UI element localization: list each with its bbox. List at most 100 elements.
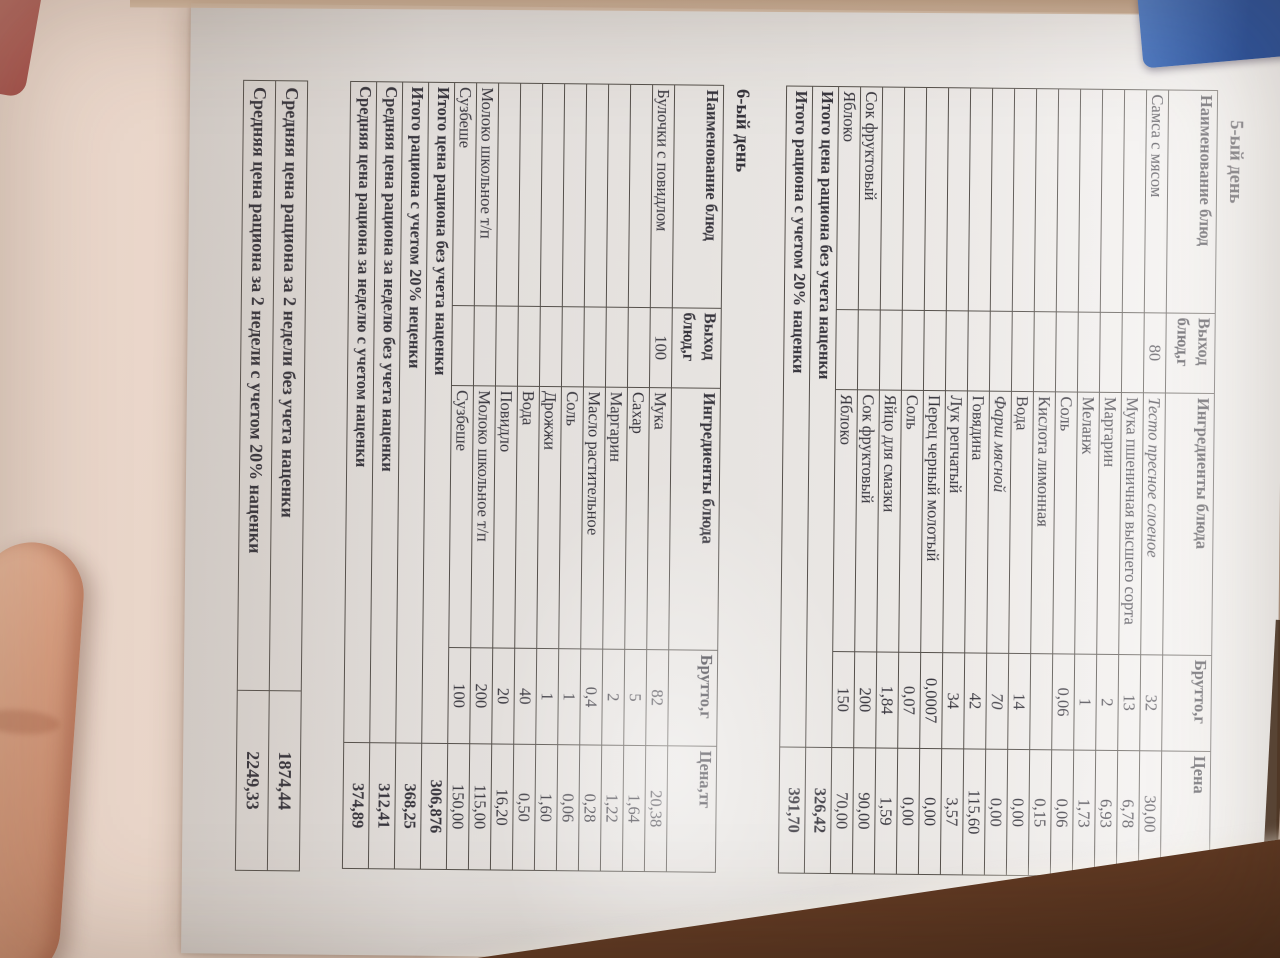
cell-ingredient: Вода: [514, 386, 540, 649]
cell-out: 80: [1143, 312, 1167, 393]
cell-price: 115,00: [468, 743, 492, 870]
cell-dish: Сузбеше: [452, 82, 477, 306]
cell-out: [901, 310, 925, 391]
cell-ingredient: Кислота лимонная: [1030, 391, 1056, 654]
cell-brutto: 13: [1117, 654, 1141, 751]
cell-out: [1077, 312, 1101, 393]
cell-out: [1011, 311, 1035, 392]
cell-dish: [946, 87, 971, 311]
cell-ingredient: Маргарин: [1096, 392, 1122, 655]
cell-out: [627, 307, 651, 388]
cell-brutto: 70: [985, 653, 1009, 750]
cell-price: 6,93: [1094, 750, 1118, 877]
cell-dish: Молоко школьное т/п: [474, 82, 499, 306]
cell-dish: [1034, 88, 1059, 312]
cell-out: 100: [649, 307, 673, 388]
cell-brutto: 100: [447, 647, 471, 744]
cell-brutto: 1: [535, 648, 559, 745]
cell-out: [473, 305, 497, 386]
cell-price: 115,60: [962, 748, 986, 876]
cell-out: [561, 306, 585, 387]
cell-out: [495, 305, 519, 387]
cell-price: 0,28: [578, 744, 602, 872]
cell-dish: [1078, 89, 1103, 313]
cell-dish: [990, 88, 1015, 312]
day6-title: 6-ый день: [731, 88, 753, 173]
total-value: 374,89: [342, 742, 370, 869]
total-value: 368,25: [394, 742, 422, 870]
cell-brutto: 150: [831, 651, 855, 748]
cell-dish: Сок фруктовый: [858, 86, 883, 311]
cell-price: 1,22: [600, 745, 624, 872]
cell-brutto: 32: [1139, 654, 1163, 751]
cell-out: [857, 309, 881, 391]
total-value: 326,42: [804, 747, 832, 874]
cell-price: 1,73: [1072, 750, 1096, 877]
cell-dish: [518, 83, 543, 307]
cell-dish: [606, 84, 631, 308]
cell-brutto: 0,06: [1051, 653, 1075, 751]
cell-label: Средняя цена рациона за 2 недели без уче…: [269, 80, 308, 691]
cell-dish: [880, 87, 905, 311]
cell-out: [835, 309, 859, 390]
cell-price: 0,06: [556, 744, 580, 871]
cell-brutto: 2: [1095, 654, 1119, 751]
cell-ingredient: Соль: [1052, 391, 1078, 655]
cell-price: 1,60: [534, 744, 558, 871]
day6-header-row: Наименование блюд Выход блюд,г Ингредиен…: [666, 84, 724, 873]
cell-price: 0,00: [896, 748, 920, 875]
cell-out: [989, 311, 1013, 392]
cell-ingredient: Дрожжи: [536, 386, 562, 649]
cell-price: 6,78: [1116, 750, 1140, 877]
cell-price: 20,38: [644, 745, 668, 872]
total-value: 391,70: [778, 746, 806, 874]
day5-header-row: Наименование блюд Выход блюд,г Ингредиен…: [1160, 90, 1218, 878]
cell-price: 16,20: [490, 743, 514, 871]
cell-out: [539, 306, 563, 387]
cell-value: 1874,44: [267, 690, 302, 871]
cell-brutto: 0,0007: [919, 652, 943, 749]
cell-ingredient: Яблоко: [832, 389, 858, 652]
col-header-price: Цена,тг: [666, 745, 717, 873]
cell-ingredient: Повидло: [492, 385, 518, 649]
cell-price: 3,57: [940, 748, 964, 875]
cell-ingredient: Перец черный молотый: [920, 390, 946, 653]
day6-table: Наименование блюд Выход блюд,г Ингредиен…: [342, 81, 724, 873]
cell-brutto: 1: [1073, 654, 1097, 751]
total-value: 312,41: [368, 742, 396, 869]
cell-dish: Булочки с повидлом: [650, 84, 675, 308]
cell-out: [1033, 311, 1057, 392]
cell-ingredient: Соль: [898, 390, 924, 653]
cell-ingredient: Маргарин: [602, 387, 628, 650]
col-header-out: Выход блюд,г: [1165, 313, 1216, 394]
cell-dish: [968, 87, 993, 312]
cell-ingredient: Молоко школьное т/п: [470, 385, 496, 648]
cell-ingredient: Фарш мясной: [986, 391, 1012, 654]
cell-ingredient: Масло растительное: [580, 386, 606, 650]
cell-price: 1,59: [874, 747, 898, 875]
cell-price: 0,00: [918, 748, 942, 875]
cell-ingredient: Сузбеше: [448, 385, 474, 648]
cell-brutto: 5: [623, 649, 647, 746]
cell-out: [1055, 311, 1079, 393]
cell-price: 90,00: [852, 747, 876, 874]
cell-out: [583, 306, 607, 388]
col-header-ingredient: Ингредиенты блюда: [1162, 392, 1215, 656]
cell-dish: [924, 87, 949, 311]
cell-label: Средняя цена рациона за 2 недели с учето…: [237, 80, 276, 691]
cell-dish: [1056, 88, 1081, 313]
cell-dish: [562, 83, 587, 307]
cell-out: [517, 306, 541, 387]
blue-object: [1136, 0, 1280, 69]
cell-ingredient: Мука пшеничная высшего сорта: [1118, 392, 1144, 655]
cell-dish: [584, 83, 609, 308]
day5-table: Наименование блюд Выход блюд,г Ингредиен…: [778, 86, 1218, 878]
cell-brutto: 200: [853, 651, 877, 748]
cell-dish: [1012, 88, 1037, 312]
cell-out: [451, 305, 475, 386]
cell-price: 0,06: [1050, 749, 1074, 877]
cell-dish: [902, 87, 927, 311]
cell-brutto: 20: [491, 647, 515, 745]
